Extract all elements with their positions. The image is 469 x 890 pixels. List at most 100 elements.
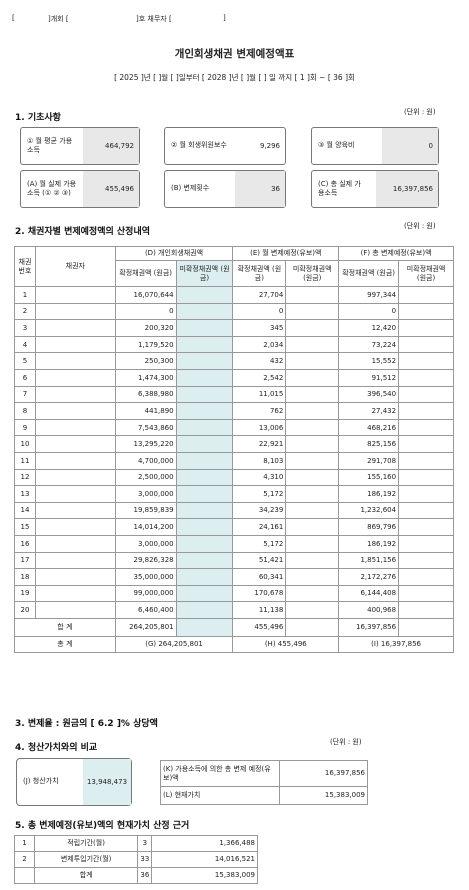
row-f-confirmed: 91,512	[338, 368, 400, 387]
row-d-unconfirmed	[175, 402, 234, 420]
row-no: 5	[14, 352, 36, 370]
sub-header-e-confirmed: 확정채권액 (원금)	[232, 260, 287, 287]
table-row: 4 1,179,520 2,034 73,224	[14, 335, 454, 354]
row-d-confirmed: 1,179,520	[114, 335, 177, 354]
row-f-confirmed: 15,552	[338, 352, 400, 370]
row-no: 19	[14, 584, 36, 603]
table-row: 8 441,890 762 27,432	[14, 402, 454, 420]
row-no: 4	[14, 335, 36, 354]
row-e-confirmed: 432	[232, 352, 287, 370]
row-e-confirmed: 5,172	[232, 534, 287, 553]
row-creditor	[34, 385, 116, 404]
row-d-confirmed: 6,388,980	[114, 385, 177, 404]
table-row: 14 19,859,839 34,239 1,232,604	[14, 501, 454, 520]
row-f-confirmed: 468,216	[338, 418, 400, 437]
subtotal-e-unconfirmed	[285, 617, 340, 637]
row-d-unconfirmed	[175, 302, 234, 321]
row-no: 7	[14, 385, 36, 404]
col-header-e: (E) 월 변제예정(유보)액	[232, 246, 340, 261]
dependents-label: ③ 월 양육비	[318, 141, 355, 150]
sub-header-f-unconfirmed: 미확정채권액 (원금)	[398, 260, 454, 287]
basis-amount: 15,383,009	[151, 867, 258, 884]
row-d-confirmed: 29,826,328	[114, 551, 177, 570]
trustee-fee-box: ② 월 회생위원보수 9,296	[164, 127, 286, 165]
row-creditor	[34, 451, 116, 470]
row-creditor	[34, 551, 116, 570]
row-f-unconfirmed	[398, 485, 454, 503]
row-e-confirmed: 345	[232, 319, 287, 337]
row-f-confirmed: 1,232,604	[338, 501, 400, 520]
row-no: 18	[14, 568, 36, 586]
col-header-no: 채권 번호	[14, 246, 36, 287]
row-no: 16	[14, 534, 36, 553]
row-e-unconfirmed	[285, 435, 340, 453]
row-d-unconfirmed	[175, 335, 234, 354]
row-d-unconfirmed	[175, 319, 234, 337]
present-value-table: (K) 가용소득에 의한 총 변제 예정(유보)액 16,397,856 (L)…	[159, 760, 368, 805]
row-f-unconfirmed	[398, 402, 454, 420]
row-f-confirmed: 186,192	[338, 485, 400, 503]
row-e-confirmed: 2,034	[232, 335, 287, 354]
row-e-unconfirmed	[285, 485, 340, 503]
col-header-d: (D) 개인회생채권액	[114, 246, 234, 261]
payment-count-label: (B) 변제횟수	[171, 184, 210, 193]
row-e-unconfirmed	[285, 568, 340, 586]
row-f-confirmed: 73,224	[338, 335, 400, 354]
case-open-bracket: [	[12, 14, 15, 22]
row-d-unconfirmed	[175, 485, 234, 503]
table-row: 11 4,700,000 8,103 291,708	[14, 451, 454, 470]
table-row: 16 3,000,000 5,172 186,192	[14, 534, 454, 553]
row-d-confirmed: 16,070,644	[114, 286, 177, 304]
case-header: [ ]개회 [ ]호 채무자 [ ]	[12, 14, 272, 24]
row-e-confirmed: 5,172	[232, 485, 287, 503]
row-f-unconfirmed	[398, 501, 454, 520]
row-e-confirmed: 11,138	[232, 601, 287, 619]
subtotal-label: 합 계	[14, 617, 116, 637]
row-e-unconfirmed	[285, 385, 340, 404]
total-income-label: (C) 총 실제 가용소득	[318, 179, 361, 197]
table-row: 10 13,295,220 22,921 825,156	[14, 435, 454, 453]
row-no: 3	[14, 319, 36, 337]
table-row: 9 7,543,860 13,006 468,216	[14, 418, 454, 437]
row-d-unconfirmed	[175, 518, 234, 536]
row-creditor	[34, 435, 116, 453]
row-d-unconfirmed	[175, 568, 234, 586]
row-f-unconfirmed	[398, 319, 454, 337]
section2-heading: 2. 채권자별 변제예정액의 산정내역	[15, 227, 151, 237]
row-e-unconfirmed	[285, 286, 340, 304]
basis-label: 적립기간(월)	[33, 835, 139, 852]
subtotal-d-unconfirmed	[175, 617, 234, 637]
row-creditor	[34, 534, 116, 553]
actual-income-label: (A) 월 실제 가용소득 (① ② ③)	[27, 179, 77, 197]
row-e-confirmed: 22,921	[232, 435, 287, 453]
row-e-unconfirmed	[285, 501, 340, 520]
row-e-confirmed: 60,341	[232, 568, 287, 586]
table-row: 15 14,014,200 24,161 869,796	[14, 518, 454, 536]
basis-months: 3	[137, 835, 153, 852]
row-d-unconfirmed	[175, 551, 234, 570]
row-d-confirmed: 1,474,300	[114, 368, 177, 387]
row-f-unconfirmed	[398, 518, 454, 536]
row-f-confirmed: 997,344	[338, 286, 400, 304]
l-value: 15,383,009	[279, 786, 368, 805]
table-row: 12 2,500,000 4,310 155,160	[14, 468, 454, 487]
row-e-confirmed: 24,161	[232, 518, 287, 536]
row-d-unconfirmed	[175, 534, 234, 553]
row-e-unconfirmed	[285, 418, 340, 437]
row-e-unconfirmed	[285, 368, 340, 387]
row-d-unconfirmed	[175, 352, 234, 370]
row-d-confirmed: 6,460,400	[114, 601, 177, 619]
row-f-confirmed: 186,192	[338, 534, 400, 553]
row-e-unconfirmed	[285, 518, 340, 536]
row-d-confirmed: 7,543,860	[114, 418, 177, 437]
row-f-unconfirmed	[398, 568, 454, 586]
row-d-confirmed: 4,700,000	[114, 451, 177, 470]
row-e-confirmed: 13,006	[232, 418, 287, 437]
creditor-table: 채권 번호 채권자 (D) 개인회생채권액 (E) 월 변제예정(유보)액 (F…	[14, 246, 454, 653]
row-f-unconfirmed	[398, 468, 454, 487]
subtotal-e: 455,496	[232, 617, 287, 637]
row-d-unconfirmed	[175, 501, 234, 520]
actual-income-value: 455,496	[83, 171, 139, 207]
row-f-unconfirmed	[398, 584, 454, 603]
